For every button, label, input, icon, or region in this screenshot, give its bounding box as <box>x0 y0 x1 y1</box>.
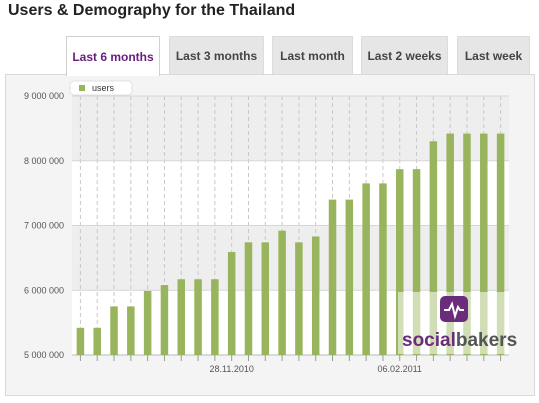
x-tick-label: 28.11.2010 <box>209 364 253 374</box>
bar-users <box>127 306 135 355</box>
page-title: Users & Demography for the Thailand <box>8 2 296 19</box>
y-tick-label: 8 000 000 <box>24 156 64 166</box>
legend-label-users: users <box>92 83 115 93</box>
chart-panel: 5 000 000 6 000 000 7 000 000 8 000 000 9 00… <box>5 74 535 396</box>
bar-users <box>76 327 85 355</box>
users-bar-chart: 5 000 000 6 000 000 7 000 000 8 000 000 9 00… <box>24 80 517 374</box>
socialbakers-watermark: socialbakers <box>398 292 517 354</box>
tab-last-month[interactable]: Last month <box>272 36 353 74</box>
bar-users <box>227 252 236 355</box>
bar-users <box>379 183 387 355</box>
watermark-brand-bakers: bakers <box>456 330 517 351</box>
bar-users <box>328 199 337 355</box>
bar-users <box>211 279 219 355</box>
bar-users <box>463 133 471 355</box>
bar-users <box>261 242 270 355</box>
socialbakers-logo-icon <box>440 296 468 322</box>
bar-users <box>177 279 185 355</box>
bar-users <box>429 141 438 355</box>
bar-users <box>143 290 152 355</box>
bar-users <box>93 327 101 355</box>
bar-users <box>278 230 286 355</box>
bar-users <box>295 242 303 355</box>
period-tabs: Last 6 months Last 3 months Last month L… <box>0 36 539 76</box>
y-tick-label: 5 000 000 <box>24 350 64 360</box>
bar-users <box>396 169 404 355</box>
svg-text:socialbakers: socialbakers <box>402 330 517 351</box>
y-tick-label: 9 000 000 <box>24 91 64 101</box>
bar-users <box>160 285 169 355</box>
legend-swatch-users <box>79 85 85 91</box>
bar-users <box>362 183 370 355</box>
y-tick-label: 7 000 000 <box>24 221 64 231</box>
plot-band <box>72 96 509 161</box>
bar-users <box>311 236 320 355</box>
y-tick-label: 6 000 000 <box>24 285 64 295</box>
bar-users <box>446 133 454 355</box>
bar-users <box>496 133 505 355</box>
tab-last-3-months[interactable]: Last 3 months <box>169 36 264 74</box>
chart-legend: users <box>69 80 133 96</box>
watermark-brand-social: social <box>402 330 456 351</box>
tab-last-2-weeks[interactable]: Last 2 weeks <box>361 36 448 74</box>
tab-last-week[interactable]: Last week <box>457 36 530 74</box>
tab-last-6-months[interactable]: Last 6 months <box>66 36 160 76</box>
plot-band <box>72 160 509 226</box>
bar-users <box>110 306 118 355</box>
x-tick-label: 06.02.2011 <box>378 364 422 374</box>
bar-users <box>345 199 354 355</box>
bar-users <box>244 242 253 355</box>
bar-users <box>194 279 202 355</box>
plot-band <box>72 225 509 291</box>
bar-users <box>412 169 421 355</box>
bar-users <box>480 133 488 355</box>
